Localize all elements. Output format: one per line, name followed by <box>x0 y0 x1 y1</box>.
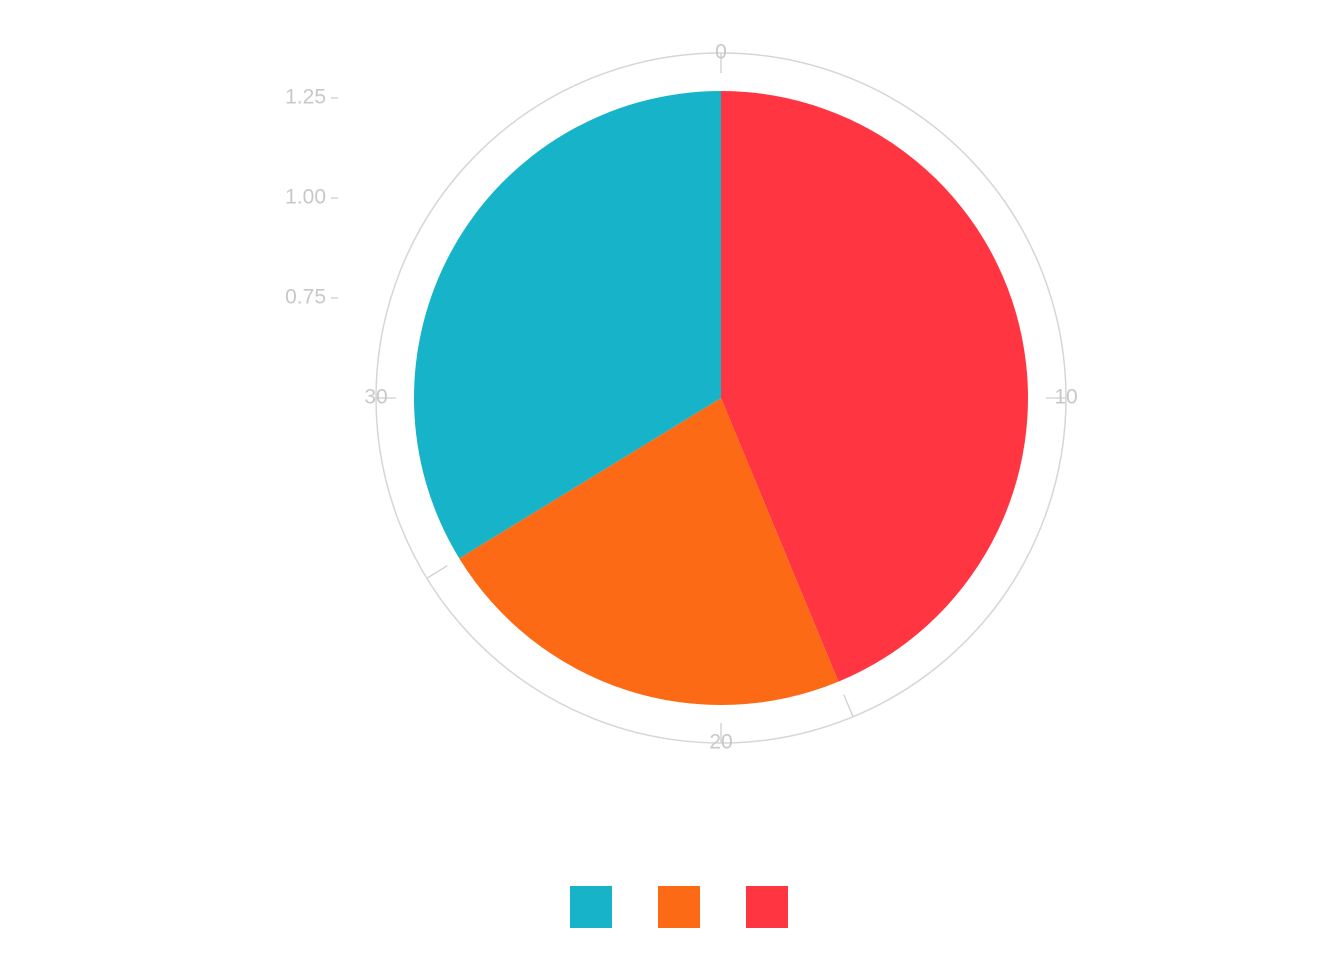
legend <box>0 886 1344 928</box>
angular-tick-label: 20 <box>709 731 732 754</box>
radial-axis: 0.75 1.00 1.25 <box>285 86 338 309</box>
angular-axis: 0 10 20 30 <box>364 41 1077 754</box>
angular-tick-label: 0 <box>715 41 727 64</box>
legend-swatch[interactable] <box>570 886 612 928</box>
angular-tick-label: 10 <box>1054 386 1077 409</box>
pie-slice[interactable] <box>413 91 721 559</box>
angular-tick-mark <box>426 565 448 579</box>
legend-swatch[interactable] <box>658 886 700 928</box>
angular-tick-mark <box>843 694 854 717</box>
angular-tick-label: 30 <box>364 386 387 409</box>
pie-slices <box>413 91 1028 705</box>
legend-swatch[interactable] <box>746 886 788 928</box>
pie-slice[interactable] <box>721 91 1028 682</box>
radial-tick-label: 1.25 <box>285 86 326 109</box>
radial-tick-label: 0.75 <box>285 286 326 309</box>
radial-tick-label: 1.00 <box>285 186 326 209</box>
pie-slice[interactable] <box>459 398 839 705</box>
